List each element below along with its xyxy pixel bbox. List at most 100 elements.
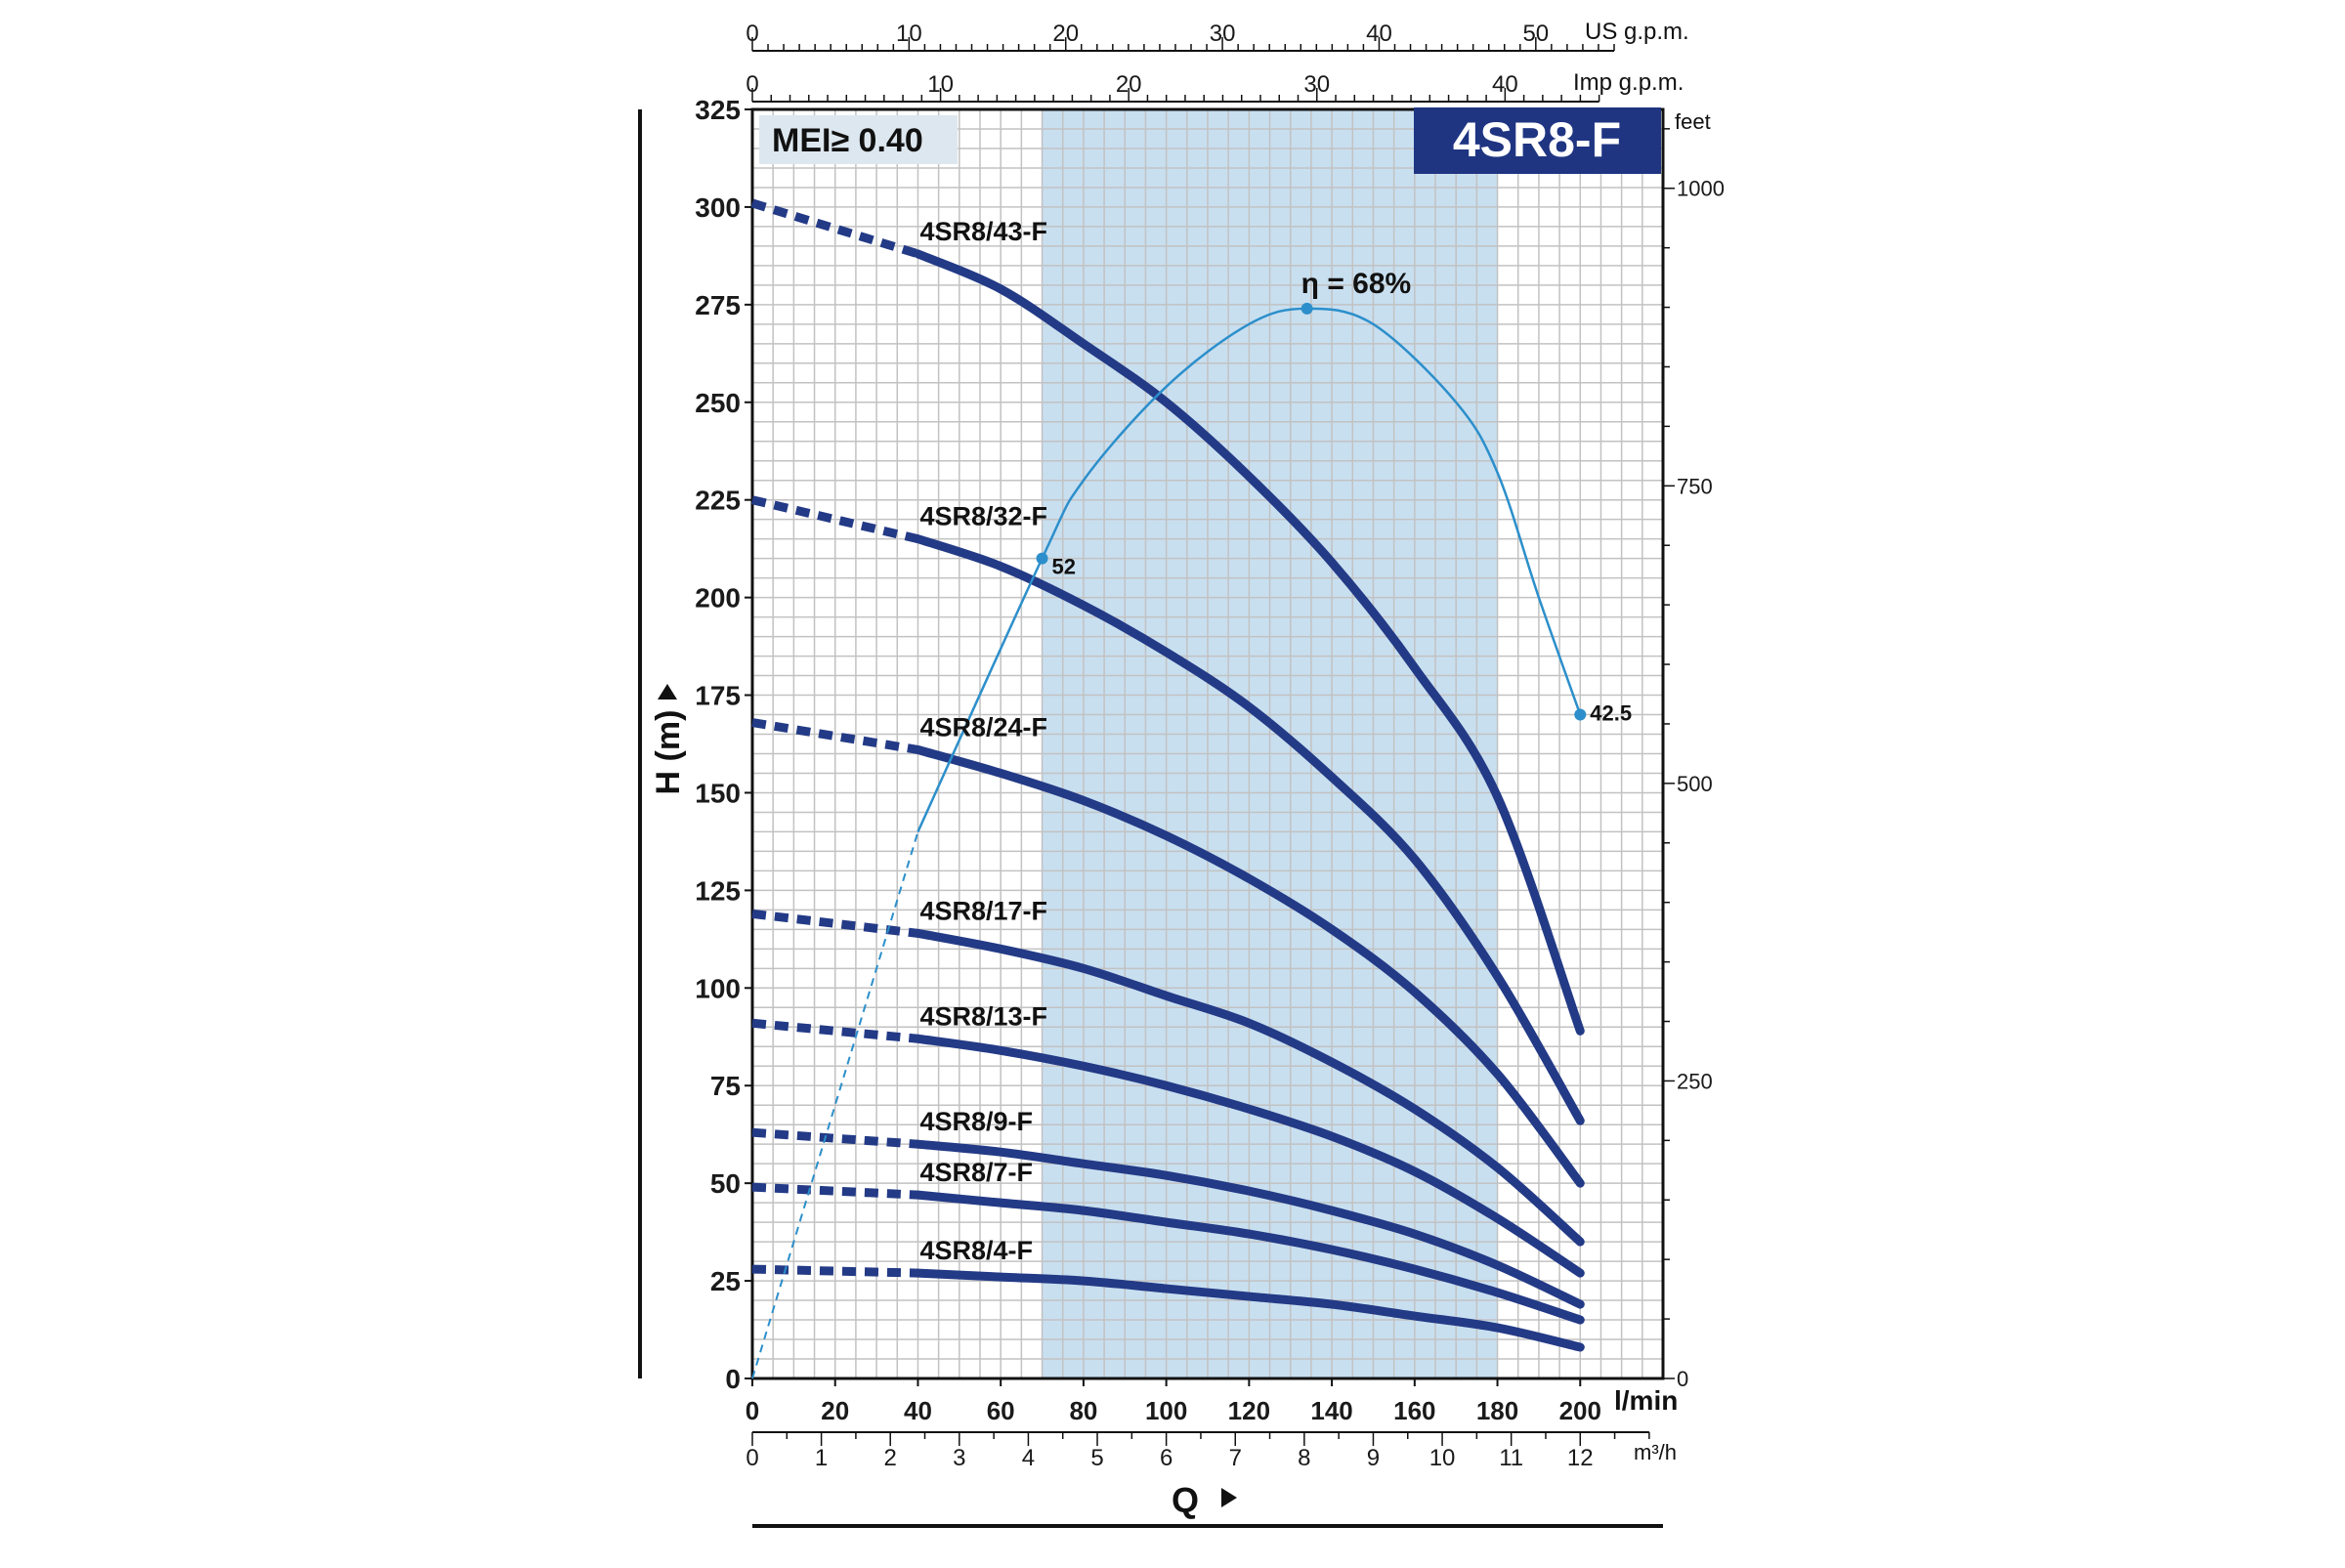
m3h-tick-label: 6	[1160, 1445, 1172, 1471]
model-title-box: 4SR8-F	[1414, 107, 1661, 174]
x-tick-label: 180	[1476, 1396, 1518, 1425]
us-gpm-tick-label: 0	[746, 21, 758, 47]
curve-dashed-4sr8-43-f	[750, 198, 919, 259]
m3h-tick-label: 0	[746, 1445, 758, 1471]
curve-4sr8-9-f	[913, 1139, 1585, 1309]
y-tick-label: 225	[695, 486, 741, 516]
y-tick-label: 100	[695, 973, 741, 1003]
feet-tick-label: 500	[1677, 772, 1713, 796]
efficiency-point-label: 52	[1052, 555, 1076, 579]
curve-4sr8-24-f	[913, 744, 1585, 1188]
series-label: 4SR8/24-F	[919, 712, 1047, 742]
m3h-tick-label: 3	[953, 1445, 965, 1471]
curve-4sr8-13-f	[913, 1034, 1585, 1278]
efficiency-point	[1300, 302, 1313, 315]
series-label: 4SR8/43-F	[919, 217, 1047, 246]
efficiency-peak-label: η = 68%	[1301, 268, 1412, 300]
y-tick-label: 150	[695, 778, 741, 808]
efficiency-curve	[917, 307, 1582, 832]
x-tick-label: 80	[1069, 1396, 1097, 1425]
curve-4sr8-32-f	[913, 534, 1585, 1125]
y-tick-label: 175	[695, 681, 741, 711]
m3h-tick-label: 7	[1229, 1445, 1242, 1471]
x-tick-label: 120	[1228, 1396, 1270, 1425]
y-tick-label: 200	[695, 583, 741, 614]
m3h-tick-label: 10	[1429, 1445, 1456, 1471]
series-label: 4SR8/9-F	[919, 1107, 1033, 1136]
curve-dashed-4sr8-4-f	[751, 1264, 918, 1278]
y-tick-label: 125	[695, 875, 741, 906]
plot-frame	[750, 107, 1665, 1380]
m3h-unit-label: m³/h	[1634, 1440, 1677, 1464]
mei-badge: MEI≥ 0.40	[759, 115, 958, 164]
curve-dashed-4sr8-13-f	[751, 1018, 918, 1043]
m3h-tick-label: 1	[815, 1445, 828, 1471]
y-tick-label: 75	[710, 1071, 741, 1101]
feet-tick-label: 0	[1677, 1367, 1688, 1391]
curve-dashed-4sr8-32-f	[750, 495, 919, 544]
y-tick-label: 0	[725, 1364, 741, 1394]
m3h-tick-label: 4	[1022, 1445, 1035, 1471]
series-label: 4SR8/7-F	[919, 1158, 1033, 1187]
y-tick-label: 300	[695, 192, 741, 223]
efficiency-point	[1036, 552, 1048, 565]
m3h-tick-label: 2	[884, 1445, 897, 1471]
curve-4sr8-4-f	[913, 1268, 1585, 1352]
x-tick-label: 140	[1310, 1396, 1352, 1425]
y-tick-label: 275	[695, 290, 741, 320]
series-label: 4SR8/17-F	[919, 896, 1047, 925]
m3h-tick-label: 12	[1567, 1445, 1594, 1471]
y-tick-label: 325	[695, 95, 741, 125]
m3h-tick-label: 11	[1499, 1445, 1523, 1471]
x-tick-label: 160	[1393, 1396, 1435, 1425]
series-label: 4SR8/32-F	[919, 502, 1047, 531]
imp-gpm-tick-label: 20	[1116, 71, 1142, 98]
feet-unit-label: feet	[1675, 109, 1711, 134]
us-gpm-tick-label: 40	[1366, 21, 1392, 47]
efficiency-point	[1574, 708, 1587, 721]
m3h-tick-label: 9	[1367, 1445, 1380, 1471]
m3h-tick-label: 8	[1298, 1445, 1310, 1471]
us-gpm-tick-label: 50	[1522, 21, 1549, 47]
imp-gpm-unit-label: Imp g.p.m.	[1573, 69, 1684, 96]
x-tick-label: 40	[904, 1396, 932, 1425]
efficiency-point-label: 42.5	[1590, 701, 1632, 726]
x-unit-label: l/min	[1614, 1385, 1678, 1416]
x-axis-title: Q	[1172, 1480, 1199, 1520]
us-gpm-tick-label: 10	[896, 21, 922, 47]
curve-dashed-4sr8-7-f	[751, 1182, 918, 1200]
y-tick-label: 25	[710, 1266, 741, 1296]
x-tick-label: 20	[821, 1396, 849, 1425]
y-axis-arrow-icon	[658, 684, 677, 699]
series-label: 4SR8/4-F	[919, 1236, 1033, 1265]
imp-gpm-tick-label: 10	[927, 71, 954, 98]
imp-gpm-tick-label: 40	[1492, 71, 1518, 98]
feet-tick-label: 250	[1677, 1069, 1713, 1093]
curve-dashed-4sr8-24-f	[751, 718, 919, 754]
model-title: 4SR8-F	[1453, 112, 1621, 167]
m3h-tick-label: 5	[1090, 1445, 1103, 1471]
x-tick-label: 100	[1145, 1396, 1187, 1425]
curve-4sr8-17-f	[913, 928, 1585, 1247]
curve-4sr8-43-f	[913, 249, 1585, 1036]
us-gpm-tick-label: 30	[1210, 21, 1236, 47]
x-tick-label: 200	[1559, 1396, 1601, 1425]
feet-tick-label: 750	[1677, 474, 1713, 498]
series-label: 4SR8/13-F	[919, 1001, 1047, 1031]
curve-dashed-4sr8-9-f	[751, 1127, 918, 1149]
feet-tick-label: 1000	[1677, 177, 1725, 201]
imp-gpm-tick-label: 0	[746, 71, 758, 98]
y-tick-label: 250	[695, 388, 741, 418]
curve-4sr8-7-f	[913, 1190, 1585, 1325]
us-gpm-unit-label: US g.p.m.	[1585, 19, 1689, 45]
y-axis-title: H (m)	[650, 710, 687, 795]
us-gpm-tick-label: 20	[1052, 21, 1079, 47]
mei-badge-text: MEI≥ 0.40	[772, 122, 923, 159]
x-axis-arrow-icon	[1221, 1488, 1237, 1507]
x-tick-label: 0	[746, 1396, 759, 1425]
imp-gpm-tick-label: 30	[1303, 71, 1330, 98]
y-tick-label: 50	[710, 1168, 741, 1199]
x-tick-label: 60	[987, 1396, 1015, 1425]
